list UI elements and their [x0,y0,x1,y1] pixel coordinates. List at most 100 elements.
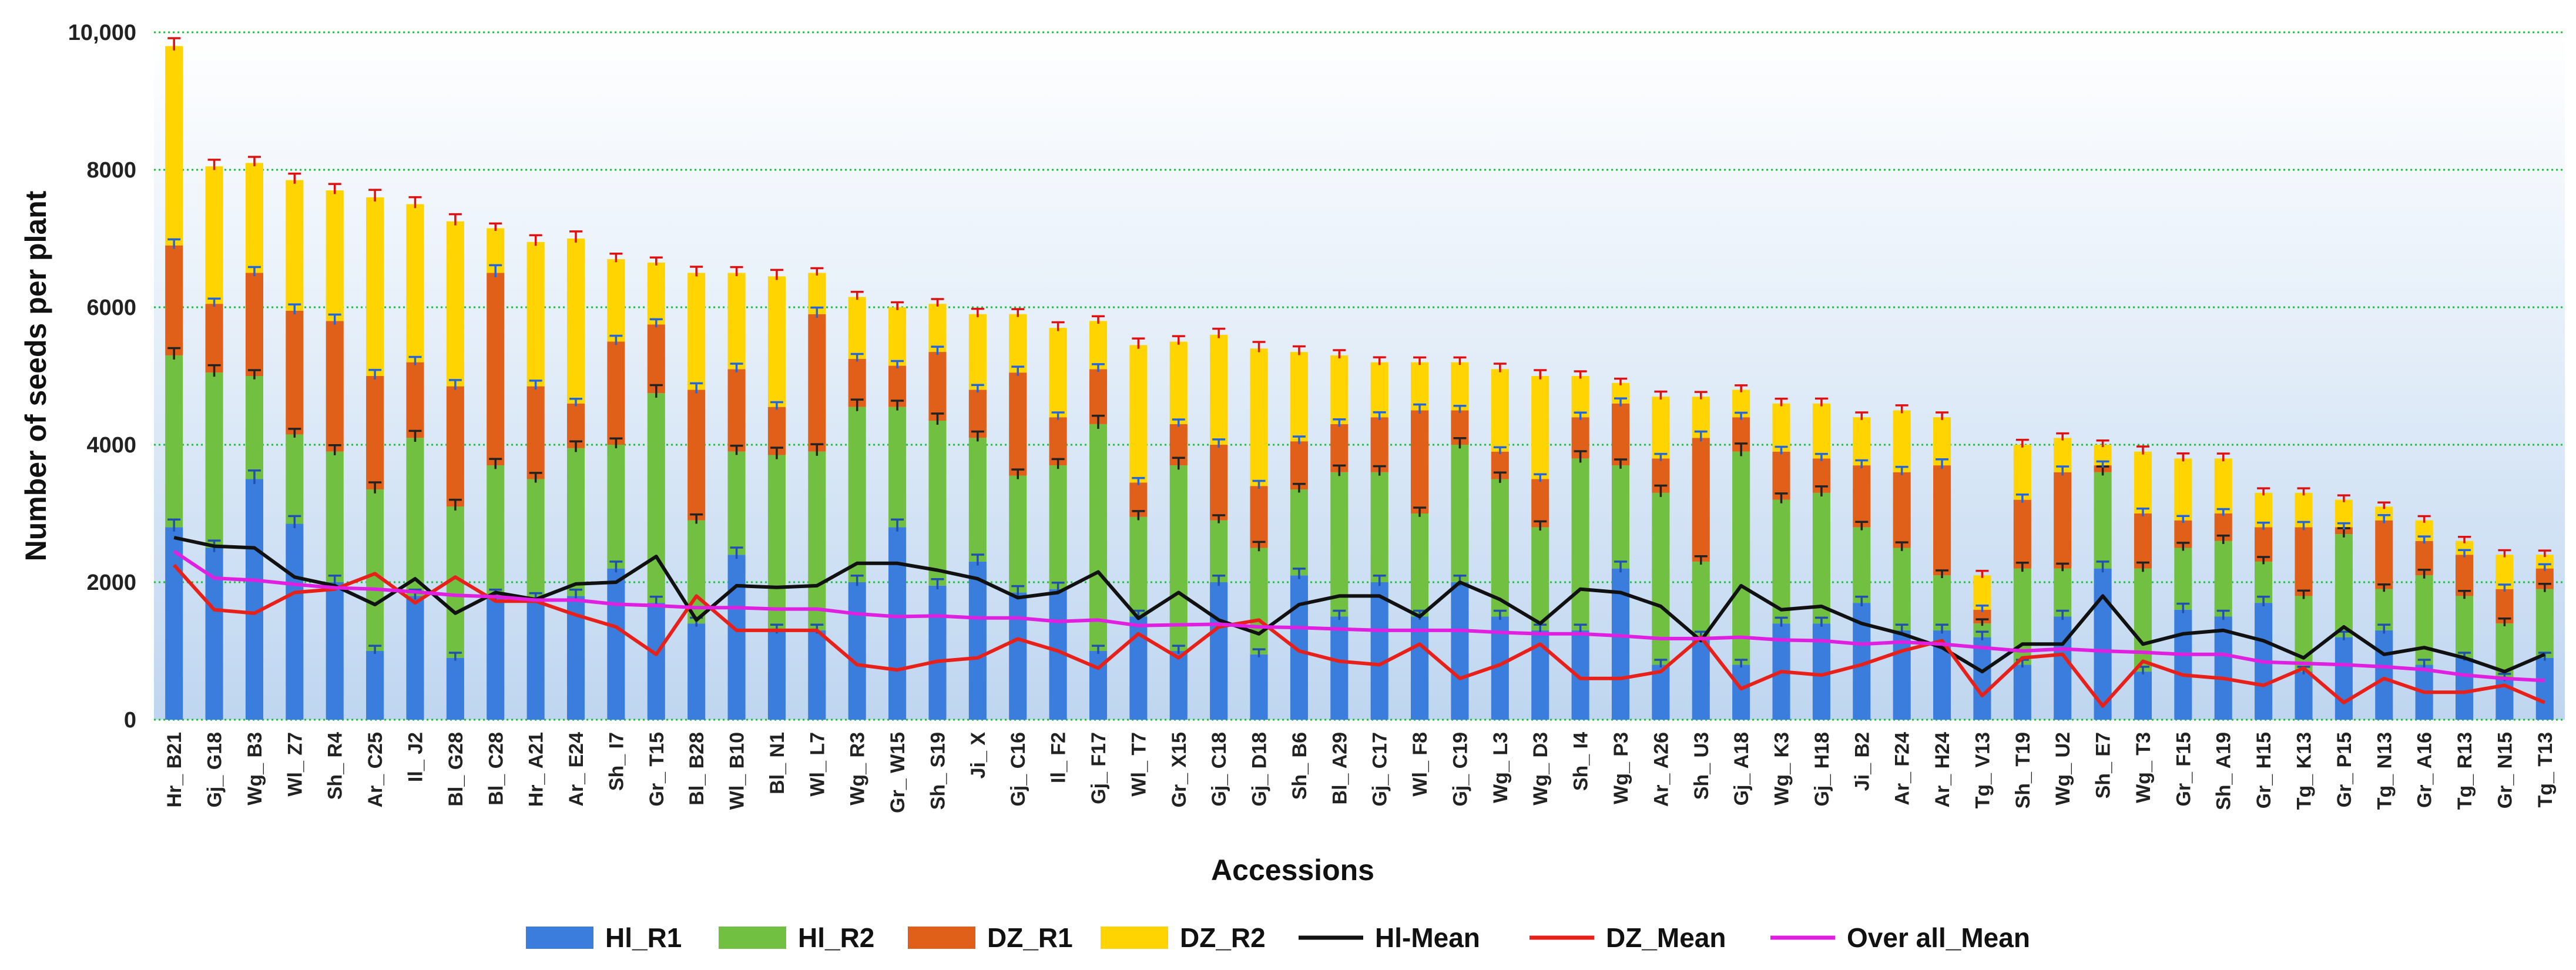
x-tick-label: Wg_ T3 [2132,732,2155,803]
bar-segment-hl-r1 [2334,637,2353,720]
x-tick-label: Sh_ B6 [1289,732,1311,800]
bar-segment-dz-r2 [1853,417,1871,466]
x-tick-label: Tg_ V13 [1971,732,1994,808]
x-tick-label: Gr_ T15 [646,732,668,807]
bar-segment-hl-r2 [1933,575,1951,630]
bar-segment-hl-r1 [1009,592,1027,720]
bar-segment-hl-r2 [888,407,907,528]
x-tick-label: Tg_ T13 [2534,732,2557,807]
bar-segment-hl-r2 [1732,451,1750,665]
line-over-all-mean [173,549,2545,683]
bar-segment-hl-r1 [326,582,344,720]
bar-segment-dz-r1 [1411,410,1429,513]
x-tick-label: Wl_ F8 [1409,732,1431,797]
bar-segment-dz-r2 [1973,575,1991,610]
bar-segment-hl-r2 [1973,623,1991,637]
bar-segment-dz-r1 [1370,417,1388,472]
bar-segment-dz-r2 [2134,451,2152,513]
bar-segment-dz-r2 [1451,362,1469,411]
x-tick-label: Sh_ I4 [1570,732,1592,791]
bar-segment-dz-r1 [205,304,223,373]
x-tick-label: Gr_ N15 [2494,732,2516,808]
bar-segment-hl-r1 [2054,616,2072,720]
bar-segment-dz-r1 [446,386,464,507]
bar-segment-dz-r2 [2214,458,2232,513]
x-axis-ticks: Hr_ B21 Gj_ G18 Wg_ B3 Wl_ Z7 Sh_ R4 Ar_ C25 I… [163,732,2557,813]
bar-segment-dz-r2 [1812,403,1830,459]
bar-segment-dz-r2 [1129,345,1148,483]
bar-segment-hl-r1 [1370,582,1388,720]
x-tick-label: Sh_ I7 [605,732,628,791]
legend: Hl_R1 Hl_R2 DZ_R1 DZ_R2 Hl-Mean DZ_Mean Over a… [526,922,2030,953]
bar-segment-dz-r2 [1893,410,1911,472]
bar-segment-dz-r1 [526,386,545,479]
x-tick-label: Wg_ P3 [1610,732,1632,804]
bar-segment-dz-r2 [1330,355,1349,424]
bar-segment-hl-r2 [286,434,304,524]
bar-segment-hl-r2 [205,372,223,548]
bar-segment-dz-r1 [2295,527,2313,596]
x-tick-label: Gj_ H18 [1811,732,1833,807]
bar-segment-dz-r1 [1772,451,1790,500]
bar-segment-hl-r2 [767,455,786,630]
bar-segment-dz-r1 [1250,486,1268,548]
bar-segment-dz-r1 [326,321,344,452]
bar-segment-hl-r1 [848,582,866,720]
bar-segment-hl-r2 [1652,492,1670,665]
bar-segment-hl-r2 [1290,489,1308,576]
bar-segment-dz-r2 [727,273,746,370]
bar-segment-hl-r1 [647,603,665,720]
x-tick-label: Hr_ A21 [525,732,548,807]
x-tick-label: Sh_ E7 [2092,732,2115,798]
bar-segment-dz-r2 [928,304,947,353]
bar-segment-hl-r1 [1812,623,1830,720]
bar-segment-hl-r2 [1049,465,1067,589]
bar-segment-hl-r1 [2094,568,2112,720]
bar-segment-dz-r2 [205,166,223,304]
bar-segment-dz-r2 [1089,321,1108,370]
bar-segment-hl-r2 [566,448,585,596]
bar-segment-hl-r2 [2535,589,2554,658]
bar-segment-hl-r1 [245,479,264,720]
bar-segment-dz-r1 [165,245,183,355]
bar-segment-hl-r2 [2214,541,2232,617]
bar-segment-hl-r2 [1411,513,1429,617]
bar-segment-dz-r1 [366,376,384,490]
bar-segment-hl-r2 [526,479,545,600]
bar-segment-hl-r1 [2295,672,2313,720]
x-tick-label: Hr_ B21 [163,732,186,808]
x-tick-label: Gj_ C17 [1369,732,1391,807]
bar-segment-dz-r2 [1652,397,1670,459]
y-tick-label: 6000 [86,296,136,320]
bar-segment-dz-r2 [2255,492,2273,528]
bar-segment-hl-r1 [1692,637,1710,720]
bar-segment-hl-r1 [727,555,746,720]
bar-segment-dz-r1 [647,324,665,394]
bar-segment-dz-r1 [1210,445,1228,521]
bar-segment-hl-r1 [526,599,545,720]
bar-segment-hl-r2 [1009,475,1027,593]
y-tick-label: 8000 [86,158,136,183]
bar-segment-hl-r2 [2174,548,2192,610]
bar-segment-dz-r1 [245,273,264,376]
bar-segment-hl-r2 [808,451,826,630]
bar-segment-hl-r2 [245,376,264,479]
bar-segment-dz-r2 [446,221,464,387]
bar-segment-dz-r1 [2013,499,2031,569]
y-tick-label: 10,000 [68,21,136,45]
bar-segment-dz-r2 [767,276,786,407]
bar-segment-hl-r1 [286,523,304,720]
x-tick-label: Wg_ D3 [1530,732,1552,805]
bar-segment-dz-r1 [1933,465,1951,576]
y-axis-ticks: 0 2000 4000 6000 8000 10,000 [68,21,136,733]
x-tick-label: Wg_ R3 [847,732,869,805]
bar-segment-dz-r2 [1933,417,1951,466]
x-tick-label: Ar_ C25 [364,732,387,808]
legend-label-dz-r1: DZ_R1 [987,922,1073,953]
bar-segment-dz-r1 [2054,472,2072,569]
bar-segment-hl-r2 [727,451,746,555]
legend-label-hl-r2: Hl_R2 [798,922,874,953]
x-tick-label: Gj_ D18 [1249,732,1271,807]
x-tick-label: Bl_ C28 [485,732,507,805]
